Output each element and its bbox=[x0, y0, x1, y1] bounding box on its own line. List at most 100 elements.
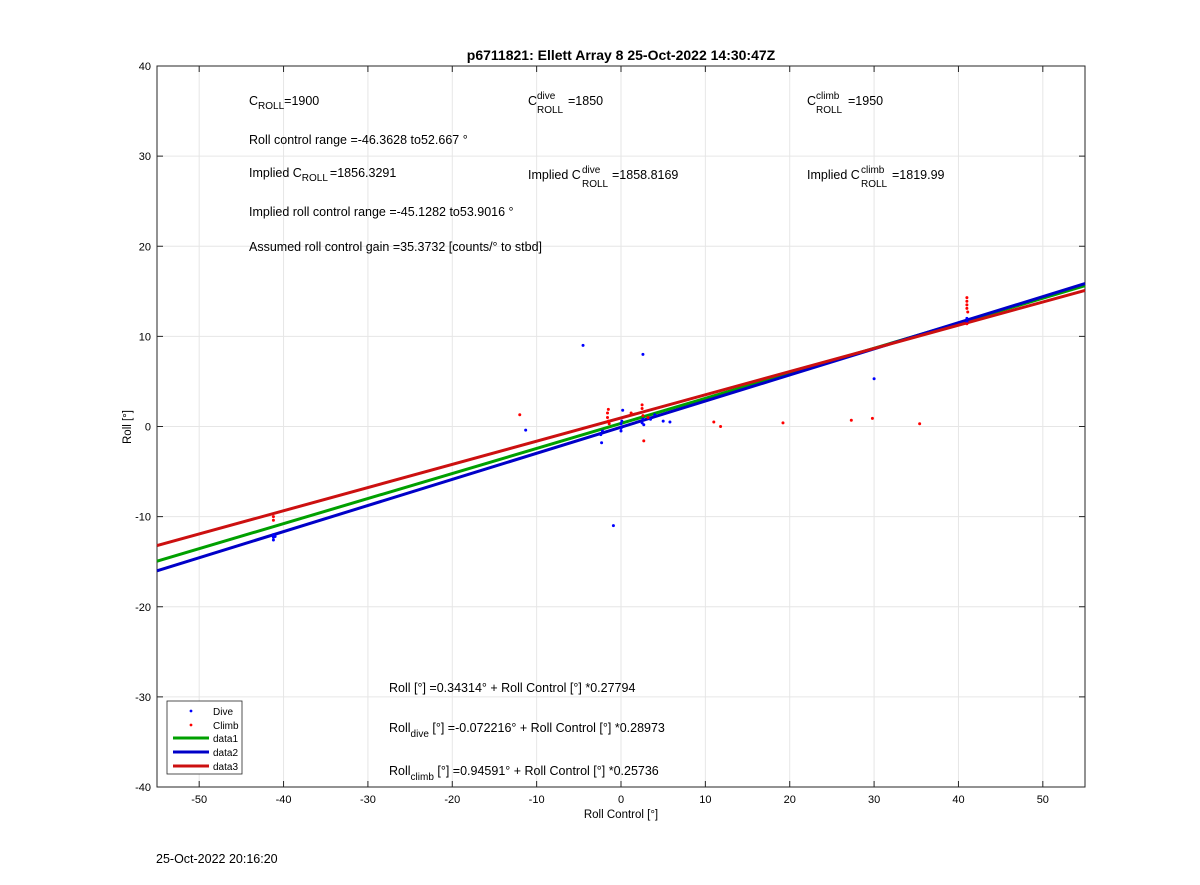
climb-point bbox=[641, 414, 645, 418]
climb-point bbox=[646, 415, 650, 419]
c-roll-dive-value: =1850 bbox=[568, 94, 603, 108]
x-tick-label: 0 bbox=[618, 794, 624, 806]
legend-label-dive: Dive bbox=[213, 707, 233, 718]
dive-point bbox=[581, 343, 585, 347]
x-tick-label: -20 bbox=[444, 794, 460, 806]
dive-point bbox=[619, 422, 623, 426]
dive-point bbox=[872, 377, 876, 381]
roll-subscript: ROLL bbox=[537, 105, 564, 116]
chart-title: p6711821: Ellett Array 8 25-Oct-2022 14:… bbox=[467, 47, 776, 63]
y-tick-label: -30 bbox=[135, 692, 151, 704]
y-axis-label: Roll [°] bbox=[122, 410, 134, 444]
dive-point bbox=[611, 524, 615, 528]
c-base: C bbox=[249, 94, 258, 108]
svg-text:Implied CROLL=1856.3291: Implied CROLL =1856.3291 bbox=[249, 166, 396, 184]
y-tick-label: -10 bbox=[135, 512, 151, 524]
legend: Dive Climb data1 data2 data3 bbox=[166, 700, 243, 775]
c-base: C bbox=[807, 94, 816, 108]
climb-point bbox=[965, 296, 969, 300]
roll-subscript: ROLL bbox=[258, 101, 285, 112]
climb-point bbox=[606, 419, 610, 423]
climb-point bbox=[640, 406, 644, 410]
implied-prefix: Implied C bbox=[807, 168, 860, 182]
implied-roll-control-range: Implied roll control range =-45.1282 to5… bbox=[249, 205, 514, 219]
y-tick-label: 40 bbox=[139, 61, 151, 73]
fit-equation-dive: Rolldive [°] =-0.072216° + Roll Control … bbox=[389, 721, 665, 740]
dive-point bbox=[653, 413, 657, 417]
dive-point bbox=[619, 426, 623, 430]
y-tick-label: -40 bbox=[135, 782, 151, 794]
annotation-implied-c-roll-dive: Implied C dive ROLL =1858.8169 bbox=[528, 165, 678, 190]
implied-c-roll-dive-value: =1858.8169 bbox=[612, 168, 678, 182]
dive-point bbox=[271, 538, 275, 542]
y-tick-label: -20 bbox=[135, 602, 151, 614]
dive-point bbox=[620, 419, 624, 423]
dive-point bbox=[273, 534, 277, 538]
fit-equation-climb: Rollclimb [°] =0.94591° + Roll Control [… bbox=[389, 764, 659, 783]
dive-superscript: dive bbox=[582, 165, 601, 176]
dive-superscript: dive bbox=[537, 91, 556, 102]
x-tick-label: 30 bbox=[868, 794, 880, 806]
roll-subscript: ROLL bbox=[861, 179, 888, 190]
climb-superscript: climb bbox=[861, 165, 885, 176]
dive-point bbox=[641, 417, 645, 421]
legend-label-climb: Climb bbox=[213, 721, 239, 732]
dive-point bbox=[600, 429, 604, 433]
roll-subscript: ROLL bbox=[302, 173, 329, 184]
legend-marker-dive bbox=[189, 709, 193, 713]
climb-point bbox=[965, 322, 969, 326]
climb-point bbox=[606, 407, 610, 411]
fit-line-data3 bbox=[156, 288, 1086, 547]
dive-point bbox=[600, 441, 604, 445]
climb-point bbox=[606, 415, 610, 419]
implied-c-roll-value: =1856.3291 bbox=[330, 166, 396, 180]
dive-point bbox=[641, 352, 645, 356]
implied-prefix: Implied C bbox=[249, 166, 302, 180]
climb-point bbox=[606, 411, 610, 415]
assumed-roll-control-gain: Assumed roll control gain =35.3732 [coun… bbox=[249, 240, 542, 254]
axis-ticks: -50 -40 -30 -20 -10 0 10 20 30 40 50 -40 -30 -20 -10 0 1… bbox=[135, 61, 1085, 806]
c-roll-climb-value: =1950 bbox=[848, 94, 883, 108]
dive-point bbox=[642, 423, 646, 427]
annotation-implied-c-roll: Implied CROLL =1856.3291 bbox=[249, 166, 396, 184]
annotation-implied-c-roll-climb: Implied C climb ROLL =1819.99 bbox=[807, 165, 945, 190]
climb-point bbox=[271, 515, 275, 519]
climb-point bbox=[918, 422, 922, 426]
roll-control-range: Roll control range =-46.3628 to52.667 ° bbox=[249, 133, 468, 147]
legend-label-data1: data1 bbox=[213, 734, 238, 745]
c-base: C bbox=[528, 94, 537, 108]
climb-point bbox=[607, 422, 611, 426]
climb-point bbox=[719, 425, 723, 428]
annotation-c-roll: CROLL=1900 bbox=[249, 94, 319, 112]
climb-point bbox=[781, 421, 785, 425]
legend-label-data2: data2 bbox=[213, 748, 238, 759]
annotation-c-roll-climb: C climb ROLL =1950 bbox=[807, 91, 883, 116]
x-tick-label: -10 bbox=[529, 794, 545, 806]
climb-point bbox=[629, 411, 633, 415]
dive-point bbox=[649, 417, 653, 421]
legend-label-data3: data3 bbox=[213, 762, 238, 773]
legend-marker-climb bbox=[189, 723, 193, 727]
x-tick-label: 10 bbox=[699, 794, 711, 806]
figure-timestamp: 25-Oct-2022 20:16:20 bbox=[156, 852, 278, 866]
dive-point bbox=[619, 429, 623, 433]
y-tick-label: 30 bbox=[139, 151, 151, 163]
dive-point bbox=[668, 420, 672, 424]
y-tick-label: 0 bbox=[145, 422, 151, 434]
x-tick-label: 40 bbox=[952, 794, 964, 806]
climb-point bbox=[965, 306, 969, 310]
climb-point bbox=[712, 420, 716, 424]
x-tick-label: 20 bbox=[784, 794, 796, 806]
svg-text:CROLL=1900: CROLL=1900 bbox=[249, 94, 319, 112]
series-climb-points bbox=[271, 296, 970, 522]
climb-point bbox=[965, 299, 969, 303]
annotation-c-roll-dive: C dive ROLL =1850 bbox=[528, 91, 603, 116]
y-tick-label: 20 bbox=[139, 241, 151, 253]
dive-point bbox=[621, 408, 625, 412]
c-roll-value: =1900 bbox=[284, 94, 319, 108]
x-tick-label: -50 bbox=[191, 794, 207, 806]
roll-subscript: ROLL bbox=[582, 179, 609, 190]
x-tick-label: -30 bbox=[360, 794, 376, 806]
climb-point bbox=[271, 518, 275, 522]
series-layer bbox=[156, 282, 1086, 573]
